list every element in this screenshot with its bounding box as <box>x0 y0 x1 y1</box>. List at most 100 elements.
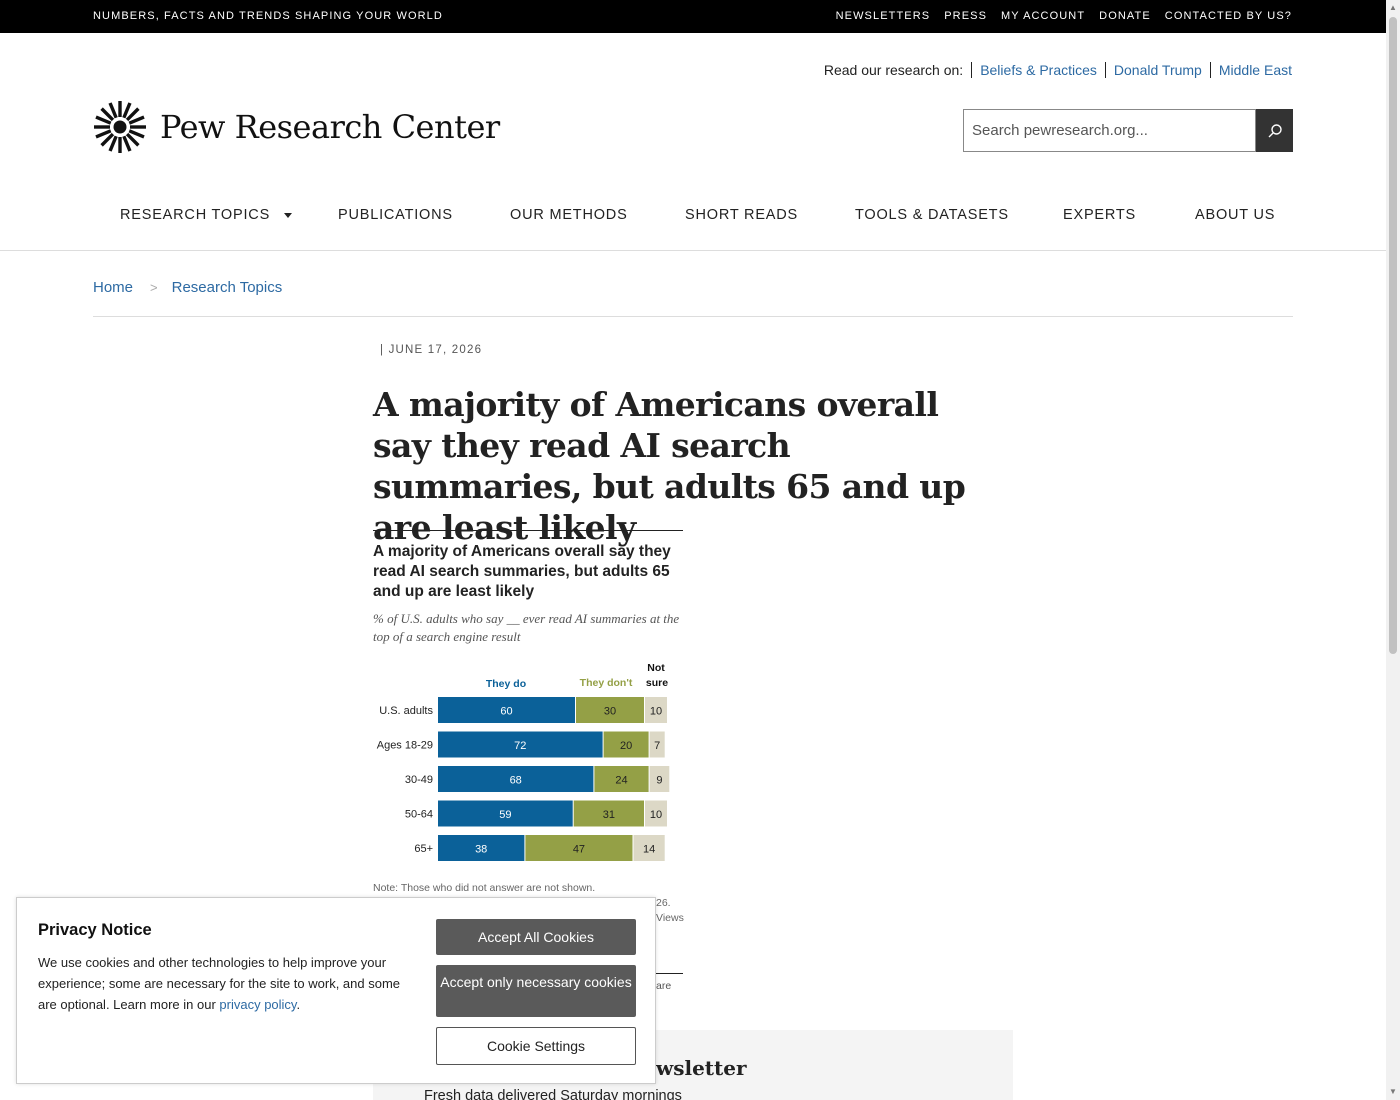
data-label: 30 <box>604 706 616 718</box>
donate-link[interactable]: DONATE <box>1099 10 1151 22</box>
bar-segment <box>649 766 670 792</box>
utility-links: NEWSLETTERS PRESS MY ACCOUNT DONATE CONT… <box>836 10 1292 22</box>
logo-ray <box>100 132 115 147</box>
bar-segment <box>438 800 573 827</box>
category-label: U.S. adults <box>379 705 433 717</box>
chart-source-fragment-2: Views <box>656 912 684 924</box>
article-headline: A majority of Americans overall say they… <box>373 385 966 547</box>
data-label: 72 <box>514 740 526 752</box>
data-label: 9 <box>656 775 662 787</box>
nav-tools-datasets[interactable]: TOOLS & DATASETS <box>855 207 1009 223</box>
chart-footer-fragment: are <box>656 980 672 992</box>
nav-about-us[interactable]: ABOUT US <box>1195 207 1276 223</box>
logo-ray <box>128 129 145 139</box>
legend-not-sure-2: sure <box>646 677 668 689</box>
my-account-link[interactable]: MY ACCOUNT <box>1001 10 1086 22</box>
data-label: 10 <box>650 706 662 718</box>
topic-link-middle-east[interactable]: Middle East <box>1209 62 1292 78</box>
chart-bottom-rule <box>656 973 683 974</box>
data-label: 59 <box>499 809 511 821</box>
pew-sunburst-icon <box>94 101 146 153</box>
press-link[interactable]: PRESS <box>944 10 988 22</box>
cookie-settings-button[interactable]: Cookie Settings <box>436 1027 636 1065</box>
chart-note: Note: Those who did not answer are not s… <box>373 882 596 894</box>
chart-source-fragment: 26. <box>656 897 671 909</box>
nav-our-methods[interactable]: OUR METHODS <box>510 207 628 223</box>
site-logo[interactable]: Pew Research Center <box>93 100 500 154</box>
data-label: 7 <box>654 740 660 752</box>
data-label: 68 <box>510 775 522 787</box>
logo-ray <box>108 135 118 152</box>
research-topics-bar: Read our research on: Beliefs & Practice… <box>824 62 1292 78</box>
nav-short-reads[interactable]: SHORT READS <box>685 207 799 223</box>
bar-segment <box>438 731 603 758</box>
article-date: | JUNE 17, 2026 <box>380 344 483 356</box>
data-label: 47 <box>573 844 585 856</box>
privacy-body: We use cookies and other technologies to… <box>38 952 418 1015</box>
privacy-body-text: We use cookies and other technologies to… <box>38 955 401 1012</box>
topic-link-trump[interactable]: Donald Trump <box>1104 62 1210 78</box>
bar-segment <box>438 835 525 861</box>
breadcrumb-divider <box>93 316 1293 317</box>
scrollbar-thumb[interactable] <box>1389 17 1397 654</box>
breadcrumb-research-topics[interactable]: Research Topics <box>171 279 283 296</box>
search-icon <box>1268 123 1282 138</box>
newsletters-link[interactable]: NEWSLETTERS <box>835 10 931 22</box>
topic-link-beliefs[interactable]: Beliefs & Practices <box>971 62 1105 78</box>
category-label: 30-49 <box>405 774 433 786</box>
nav-divider <box>0 250 1386 251</box>
data-label: 38 <box>475 844 487 856</box>
privacy-notice-dialog: Privacy Notice We use cookies and other … <box>16 897 656 1084</box>
research-topics-label: Read our research on: <box>823 62 964 78</box>
scroll-down-icon[interactable]: ▼ <box>1389 1087 1397 1096</box>
data-label: 10 <box>650 809 662 821</box>
logo-ray <box>122 135 132 152</box>
category-label: Ages 18-29 <box>377 740 433 752</box>
legend-they-do: They do <box>486 678 526 690</box>
breadcrumb: Home > Research Topics <box>93 279 282 296</box>
privacy-policy-link[interactable]: privacy policy <box>219 997 297 1012</box>
bar-segment <box>603 731 649 758</box>
site-search <box>963 109 1293 152</box>
logo-ray <box>128 115 145 125</box>
newsletter-subtitle: Fresh data delivered Saturday mornings <box>424 1088 682 1100</box>
stacked-bar-chart: They do They don't Not sure U.S. adults 60 30 1… <box>377 662 670 861</box>
nav-publications[interactable]: PUBLICATIONS <box>338 207 453 223</box>
logo-ray <box>108 102 118 119</box>
data-label: 24 <box>615 775 627 787</box>
scroll-up-icon[interactable]: ▲ <box>1389 3 1397 12</box>
accept-all-cookies-button[interactable]: Accept All Cookies <box>436 919 636 955</box>
accept-necessary-cookies-button[interactable]: Accept only necessary cookies <box>436 965 636 1017</box>
legend-they-dont: They don't <box>580 677 633 689</box>
privacy-body-period: . <box>296 997 301 1012</box>
logo-wordmark: Pew Research Center <box>160 108 500 146</box>
breadcrumb-separator: > <box>150 280 158 295</box>
newsletter-title: wsletter <box>656 1056 747 1080</box>
bar-segment <box>525 835 633 861</box>
privacy-title: Privacy Notice <box>38 921 152 939</box>
bar-segment <box>573 800 644 827</box>
bar-segment <box>633 835 665 861</box>
logo-ray <box>95 129 112 139</box>
logo-ray <box>125 107 140 122</box>
top-utility-bar: NUMBERS, FACTS AND TRENDS SHAPING YOUR W… <box>0 0 1386 33</box>
nav-experts[interactable]: EXPERTS <box>1063 207 1137 223</box>
page-scrollbar[interactable]: ▲ ▼ <box>1386 0 1400 1100</box>
nav-research-topics-label: RESEARCH TOPICS <box>120 207 271 223</box>
bar-segment <box>649 731 665 758</box>
data-label: 60 <box>500 706 512 718</box>
bar-segment <box>594 766 649 792</box>
contacted-by-us-link[interactable]: CONTACTED BY US? <box>1164 10 1292 22</box>
chart-figure: A majority of Americans overall say they… <box>373 530 683 646</box>
breadcrumb-home[interactable]: Home <box>93 279 134 296</box>
chart-title: A majority of Americans overall say they… <box>373 543 671 600</box>
bar-segment <box>438 697 575 723</box>
bar-segment <box>645 800 667 827</box>
search-button[interactable] <box>1256 109 1293 152</box>
search-input[interactable] <box>963 109 1257 152</box>
chart-subtitle: % of U.S. adults who say __ ever read AI… <box>373 611 680 644</box>
nav-research-topics[interactable]: RESEARCH TOPICS <box>120 207 293 223</box>
category-label: 50-64 <box>405 809 433 821</box>
data-label: 20 <box>620 740 632 752</box>
data-label: 14 <box>643 844 655 856</box>
